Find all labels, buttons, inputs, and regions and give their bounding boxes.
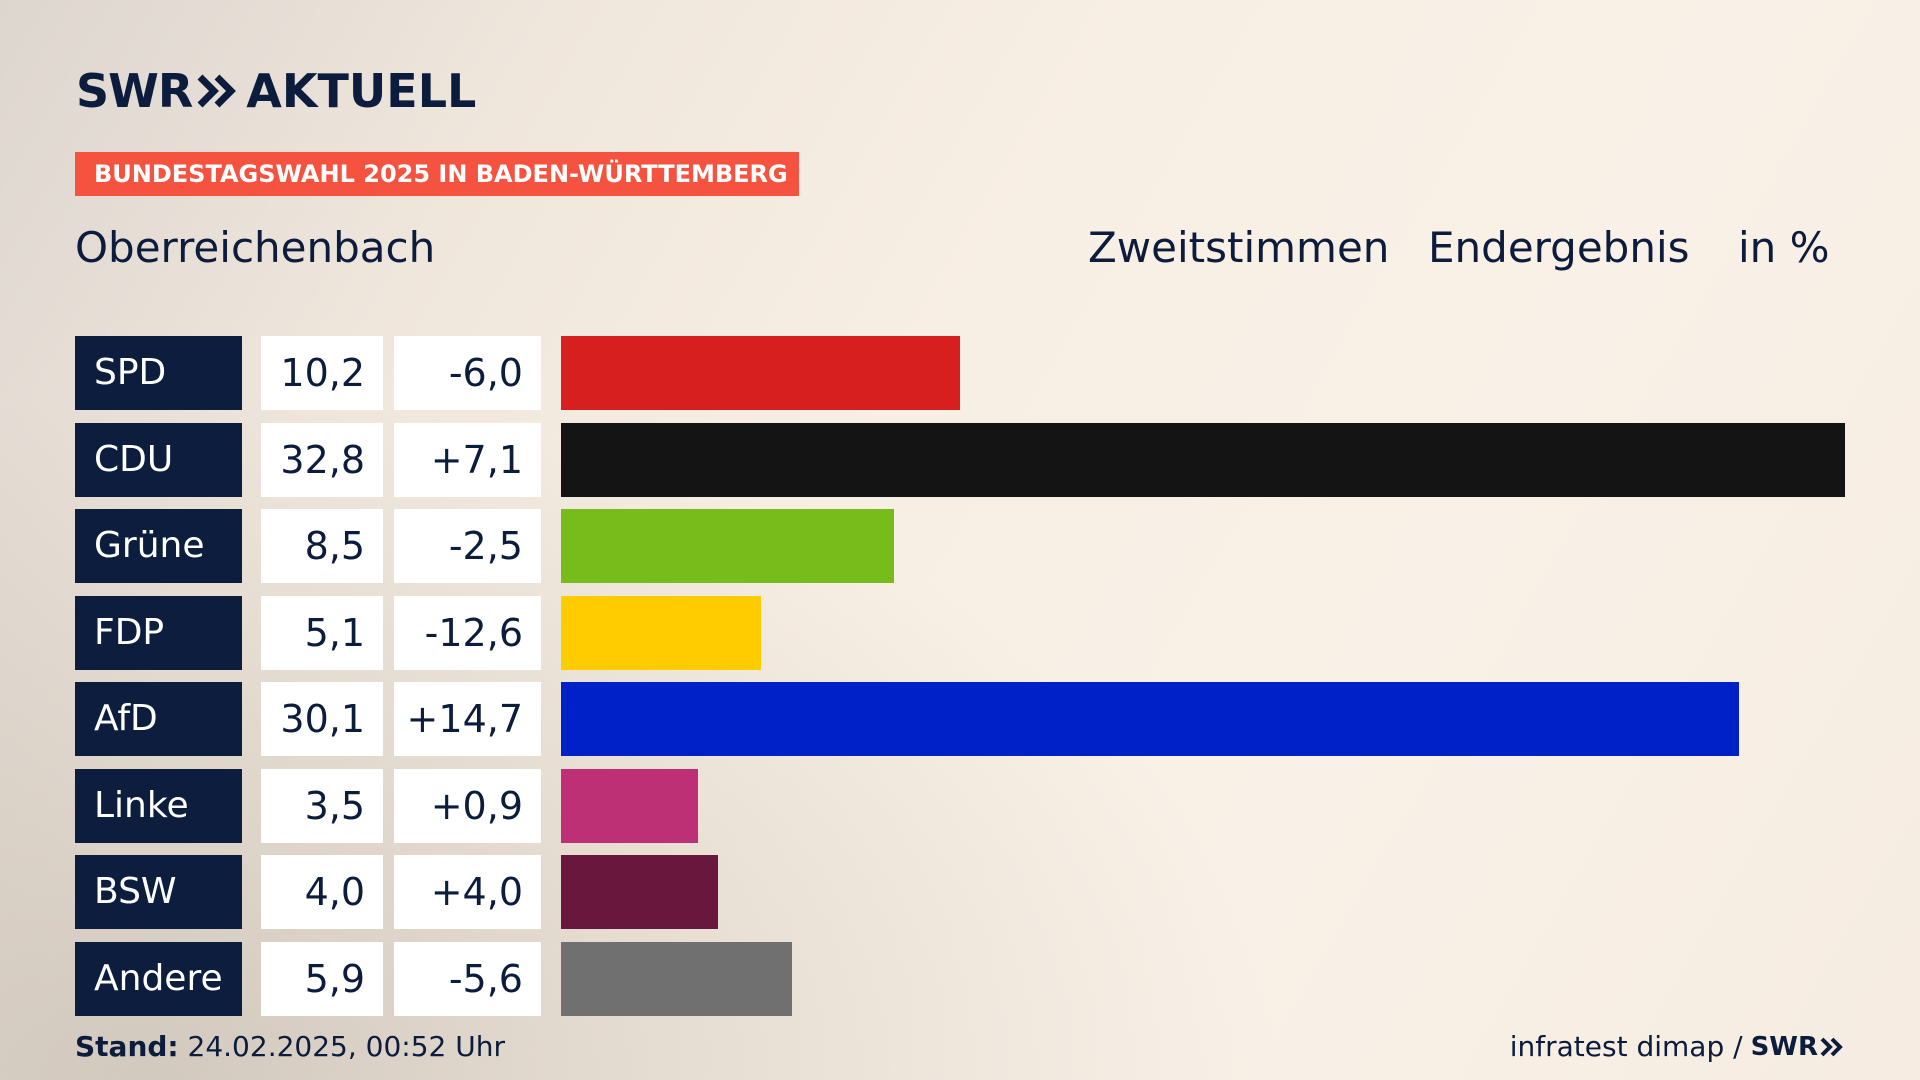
place-title: Oberreichenbach — [75, 223, 436, 272]
election-banner: BUNDESTAGSWAHL 2025 IN BADEN-WÜRTTEMBERG — [75, 152, 799, 196]
result-row: Linke 3,5 +0,9 — [75, 768, 1845, 843]
party-label: BSW — [75, 855, 242, 929]
source-credit: infratest dimap / SWR — [1510, 1030, 1844, 1064]
result-bar — [561, 768, 698, 843]
vote-share-change: -5,6 — [394, 941, 541, 1016]
result-bar — [561, 855, 718, 929]
vote-share-value: 4,0 — [261, 855, 383, 929]
vote-share-value: 10,2 — [261, 336, 383, 410]
vote-share-value: 3,5 — [261, 768, 383, 843]
result-row: AfD 30,1 +14,7 — [75, 682, 1845, 756]
result-bar — [561, 422, 1845, 497]
vote-share-change: -12,6 — [394, 595, 541, 670]
party-label: SPD — [75, 336, 242, 410]
party-label: Grüne — [75, 509, 242, 583]
result-status-label: Endergebnis — [1428, 223, 1690, 272]
unit-label: in % — [1738, 223, 1830, 272]
swr-aktuell-logo: SWR AKTUELL — [76, 66, 476, 116]
result-bar — [561, 595, 761, 670]
vote-share-value: 32,8 — [261, 422, 383, 497]
party-label: Andere — [75, 941, 242, 1016]
vote-type-label: Zweitstimmen — [1088, 223, 1390, 272]
vote-share-value: 5,9 — [261, 941, 383, 1016]
vote-share-change: -2,5 — [394, 509, 541, 583]
result-row: BSW 4,0 +4,0 — [75, 855, 1845, 929]
result-row: SPD 10,2 -6,0 — [75, 336, 1845, 410]
result-row: CDU 32,8 +7,1 — [75, 422, 1845, 497]
logo-swr-text: SWR — [76, 64, 193, 118]
source-brand: SWR — [1750, 1032, 1818, 1062]
logo-aktuell-text: AKTUELL — [246, 64, 477, 118]
chevron-double-right-icon — [1820, 1037, 1843, 1057]
result-bar — [561, 336, 960, 410]
vote-share-change: +7,1 — [394, 422, 541, 497]
stand-label: Stand: — [75, 1030, 179, 1063]
vote-share-change: +0,9 — [394, 768, 541, 843]
vote-share-value: 30,1 — [261, 682, 383, 756]
vote-share-value: 8,5 — [261, 509, 383, 583]
vote-share-change: -6,0 — [394, 336, 541, 410]
vote-share-value: 5,1 — [261, 595, 383, 670]
result-bar — [561, 941, 792, 1016]
result-bar — [561, 509, 894, 583]
result-row: Grüne 8,5 -2,5 — [75, 509, 1845, 583]
chevron-double-right-icon — [197, 74, 237, 108]
result-row: Andere 5,9 -5,6 — [75, 941, 1845, 1016]
result-bar — [561, 682, 1739, 756]
party-label: AfD — [75, 682, 242, 756]
stand-value: 24.02.2025, 00:52 Uhr — [187, 1030, 505, 1063]
party-label: FDP — [75, 595, 242, 670]
party-label: CDU — [75, 422, 242, 497]
party-label: Linke — [75, 768, 242, 843]
source-text: infratest dimap / — [1509, 1030, 1743, 1063]
vote-share-change: +14,7 — [394, 682, 541, 756]
vote-share-change: +4,0 — [394, 855, 541, 929]
result-row: FDP 5,1 -12,6 — [75, 595, 1845, 670]
timestamp: Stand: 24.02.2025, 00:52 Uhr — [75, 1030, 505, 1064]
